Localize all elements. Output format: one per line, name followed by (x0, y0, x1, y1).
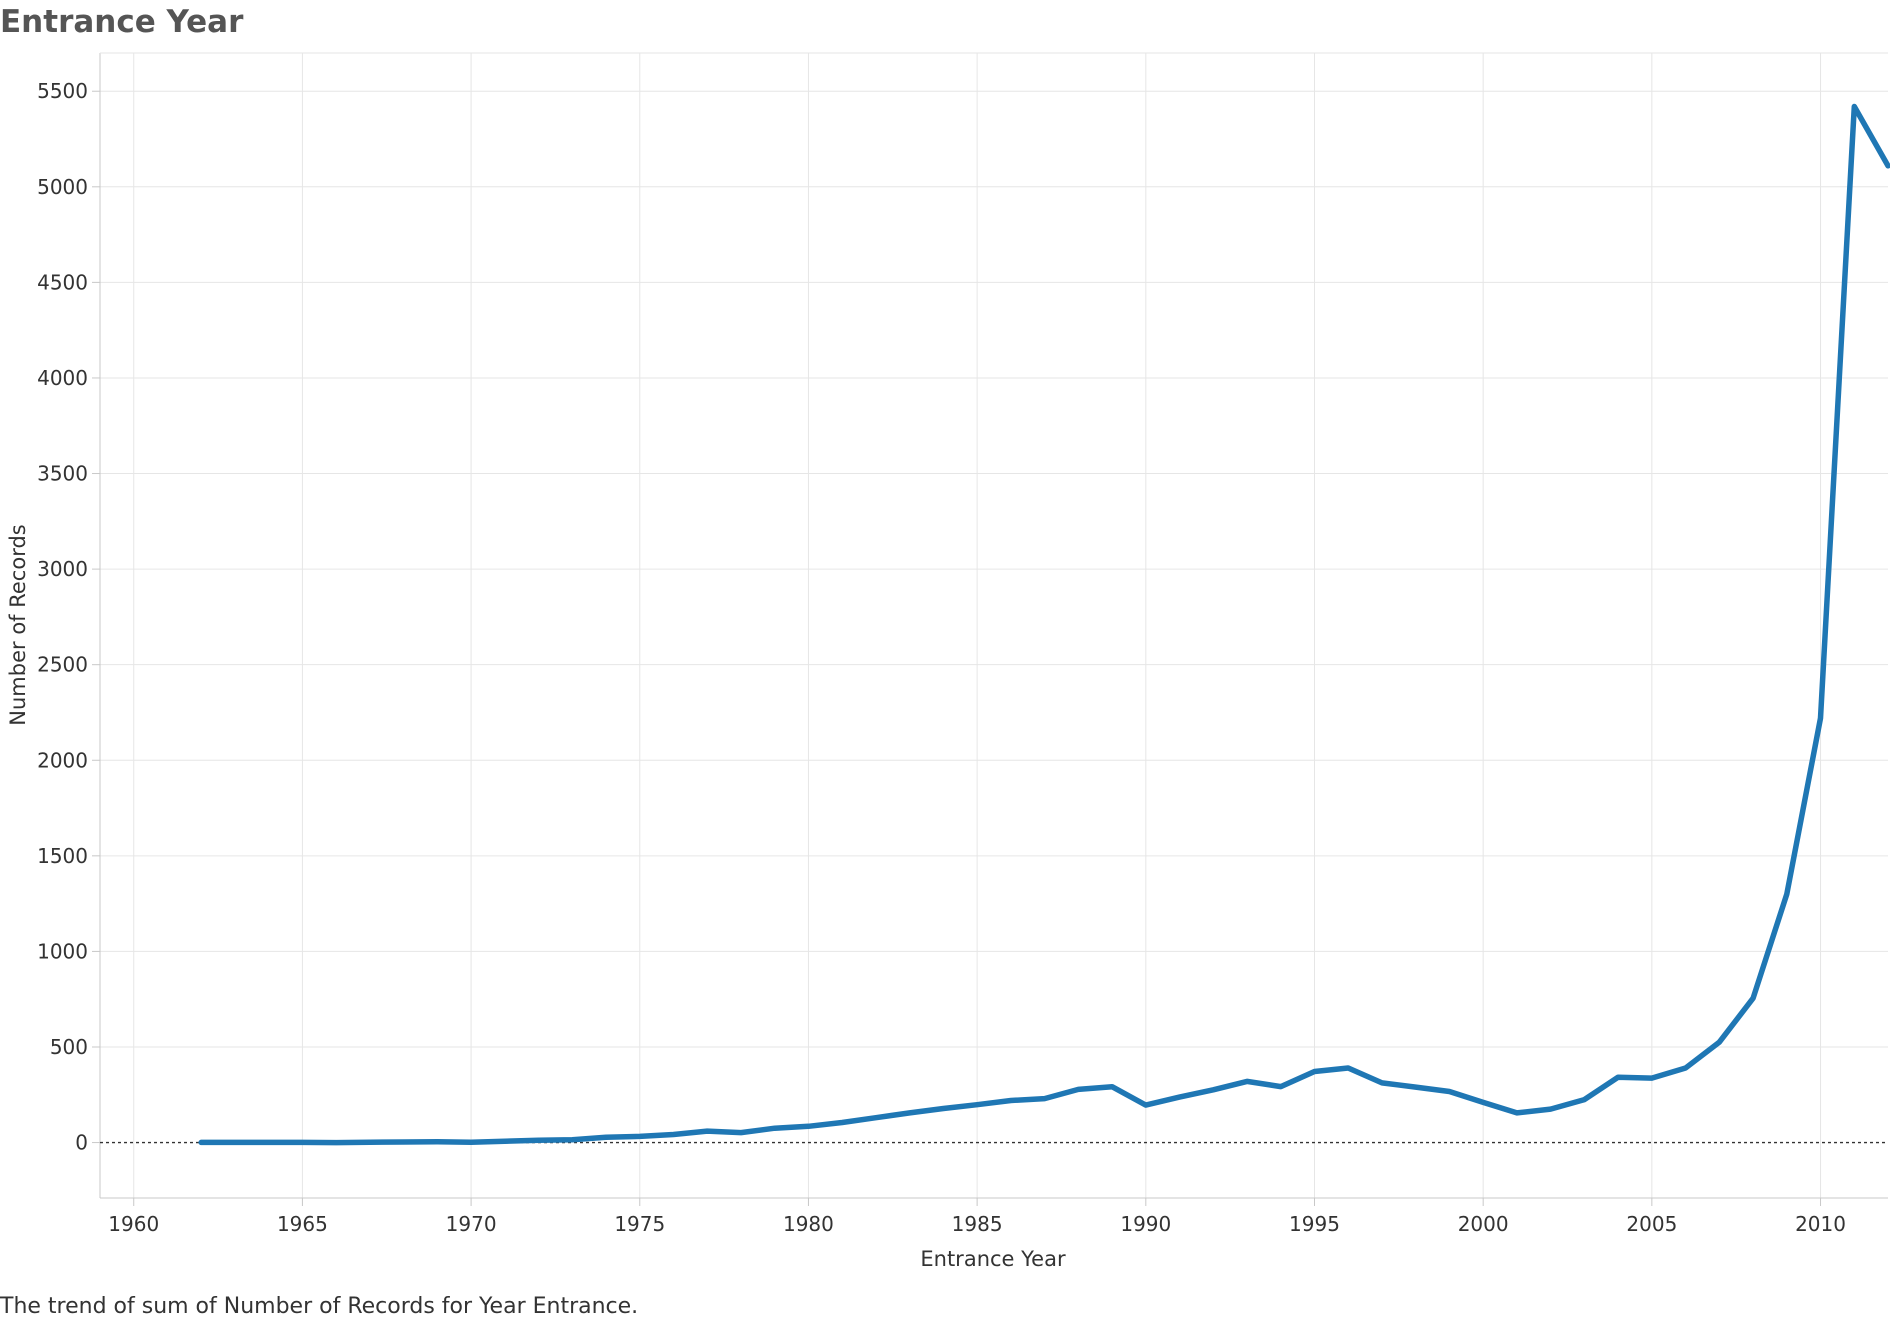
x-tick-label: 1960 (108, 1212, 159, 1236)
y-tick-label: 3000 (37, 557, 88, 581)
chart-caption: The trend of sum of Number of Records fo… (0, 1294, 639, 1319)
y-tick-label: 3500 (37, 462, 88, 486)
x-axis-label: Entrance Year (920, 1247, 1066, 1271)
axes (92, 52, 1888, 1206)
chart-title: Entrance Year (0, 4, 244, 40)
x-tick-label: 1990 (1120, 1212, 1171, 1236)
y-tick-label: 500 (50, 1035, 88, 1059)
y-tick-label: 1500 (37, 844, 88, 868)
y-tick-label: 2000 (37, 748, 88, 772)
x-tick-label: 2010 (1795, 1212, 1846, 1236)
x-tick-label: 1970 (446, 1212, 497, 1236)
x-tick-label: 1985 (952, 1212, 1003, 1236)
gridlines (100, 53, 1888, 1198)
series-line (198, 103, 1890, 1146)
x-tick-label: 2000 (1458, 1212, 1509, 1236)
x-tick-label: 2005 (1626, 1212, 1677, 1236)
x-tick-label: 1965 (277, 1212, 328, 1236)
y-tick-label: 5500 (37, 79, 88, 103)
tick-labels: 0 500 1000 1500 2000 2500 3000 3500 4000 4500 5000… (37, 79, 1846, 1236)
y-tick-label: 0 (75, 1131, 88, 1155)
y-tick-label: 2500 (37, 653, 88, 677)
x-tick-label: 1980 (783, 1212, 834, 1236)
x-tick-label: 1975 (614, 1212, 665, 1236)
y-tick-label: 4000 (37, 366, 88, 390)
series-layer (198, 103, 1890, 1146)
y-tick-label: 5000 (37, 175, 88, 199)
y-tick-label: 4500 (37, 270, 88, 294)
y-axis-label: Number of Records (6, 524, 30, 725)
x-tick-label: 1995 (1289, 1212, 1340, 1236)
y-tick-label: 1000 (37, 939, 88, 963)
